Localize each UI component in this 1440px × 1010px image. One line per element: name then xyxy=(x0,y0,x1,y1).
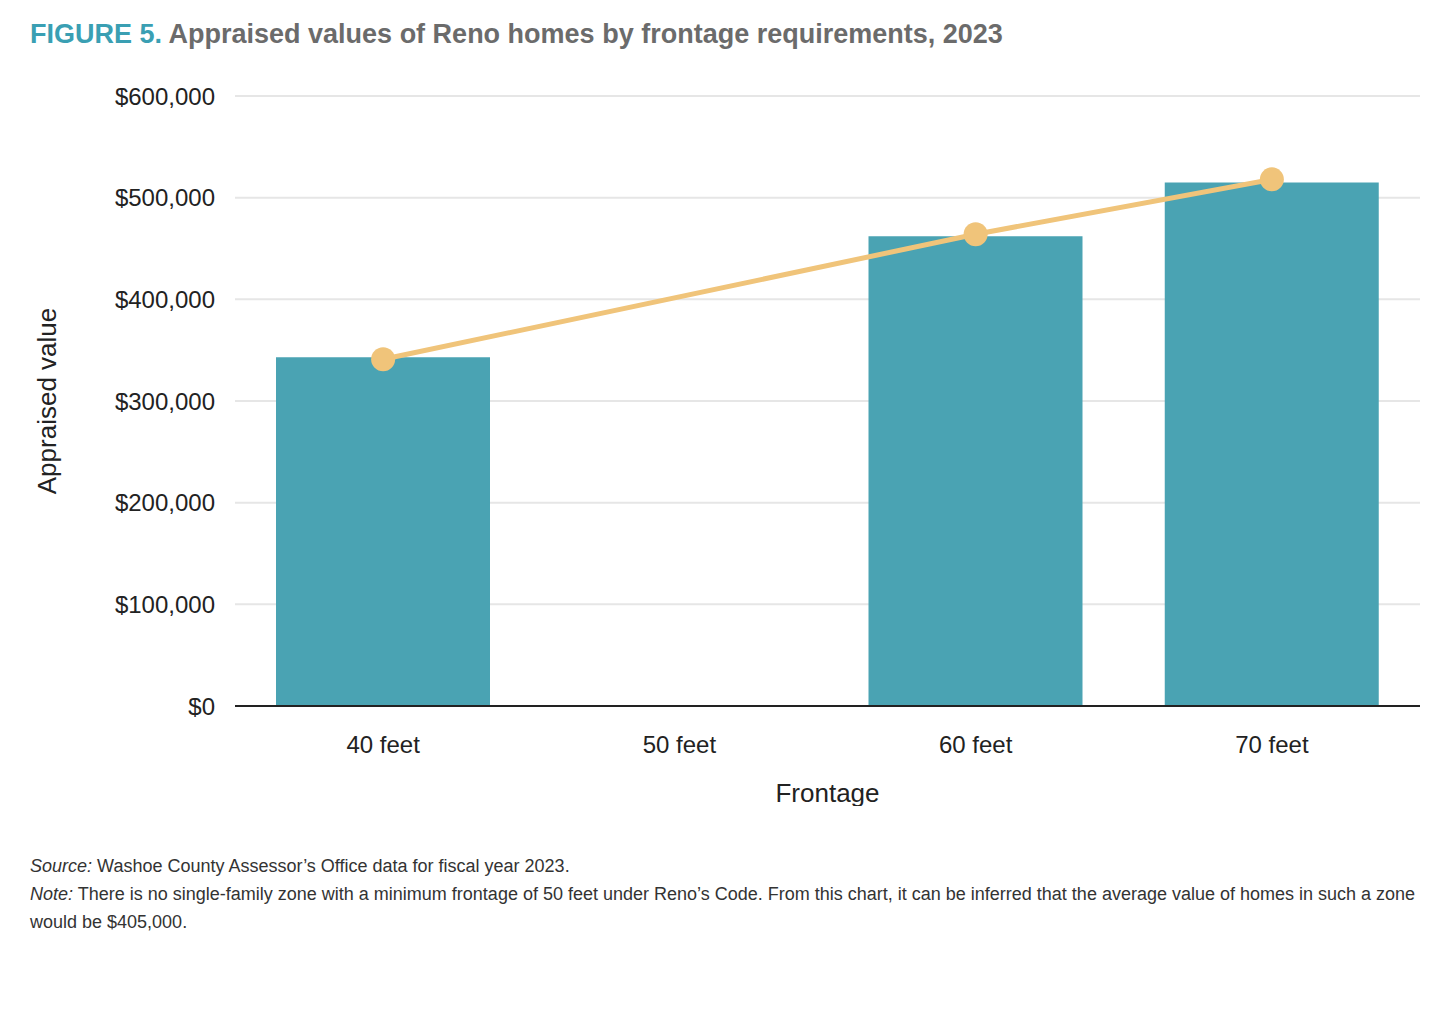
svg-text:$0: $0 xyxy=(188,693,215,720)
html-text:Note: There is no single-famil: Note: There is no single-family zone wit… xyxy=(30,884,1416,932)
svg-text:$100,000: $100,000 xyxy=(115,591,215,618)
svg-text:$400,000: $400,000 xyxy=(115,286,215,313)
svg-text:Frontage: Frontage xyxy=(775,778,879,806)
svg-text:70 feet: 70 feet xyxy=(1235,731,1309,758)
svg-text:60 feet: 60 feet xyxy=(939,731,1013,758)
svg-text:$300,000: $300,000 xyxy=(115,388,215,415)
svg-text:$600,000: $600,000 xyxy=(115,83,215,110)
svg-text:$200,000: $200,000 xyxy=(115,489,215,516)
svg-text:50 feet: 50 feet xyxy=(643,731,717,758)
html-text:Source: Washoe County Assessor: Source: Washoe County Assessor’s Office … xyxy=(30,856,570,876)
svg-text:$500,000: $500,000 xyxy=(115,184,215,211)
html-text:FIGURE 5. Appraised values of: FIGURE 5. Appraised values of Reno homes… xyxy=(30,19,1003,49)
svg-text:Appraised value: Appraised value xyxy=(32,308,62,494)
svg-text:40 feet: 40 feet xyxy=(346,731,420,758)
